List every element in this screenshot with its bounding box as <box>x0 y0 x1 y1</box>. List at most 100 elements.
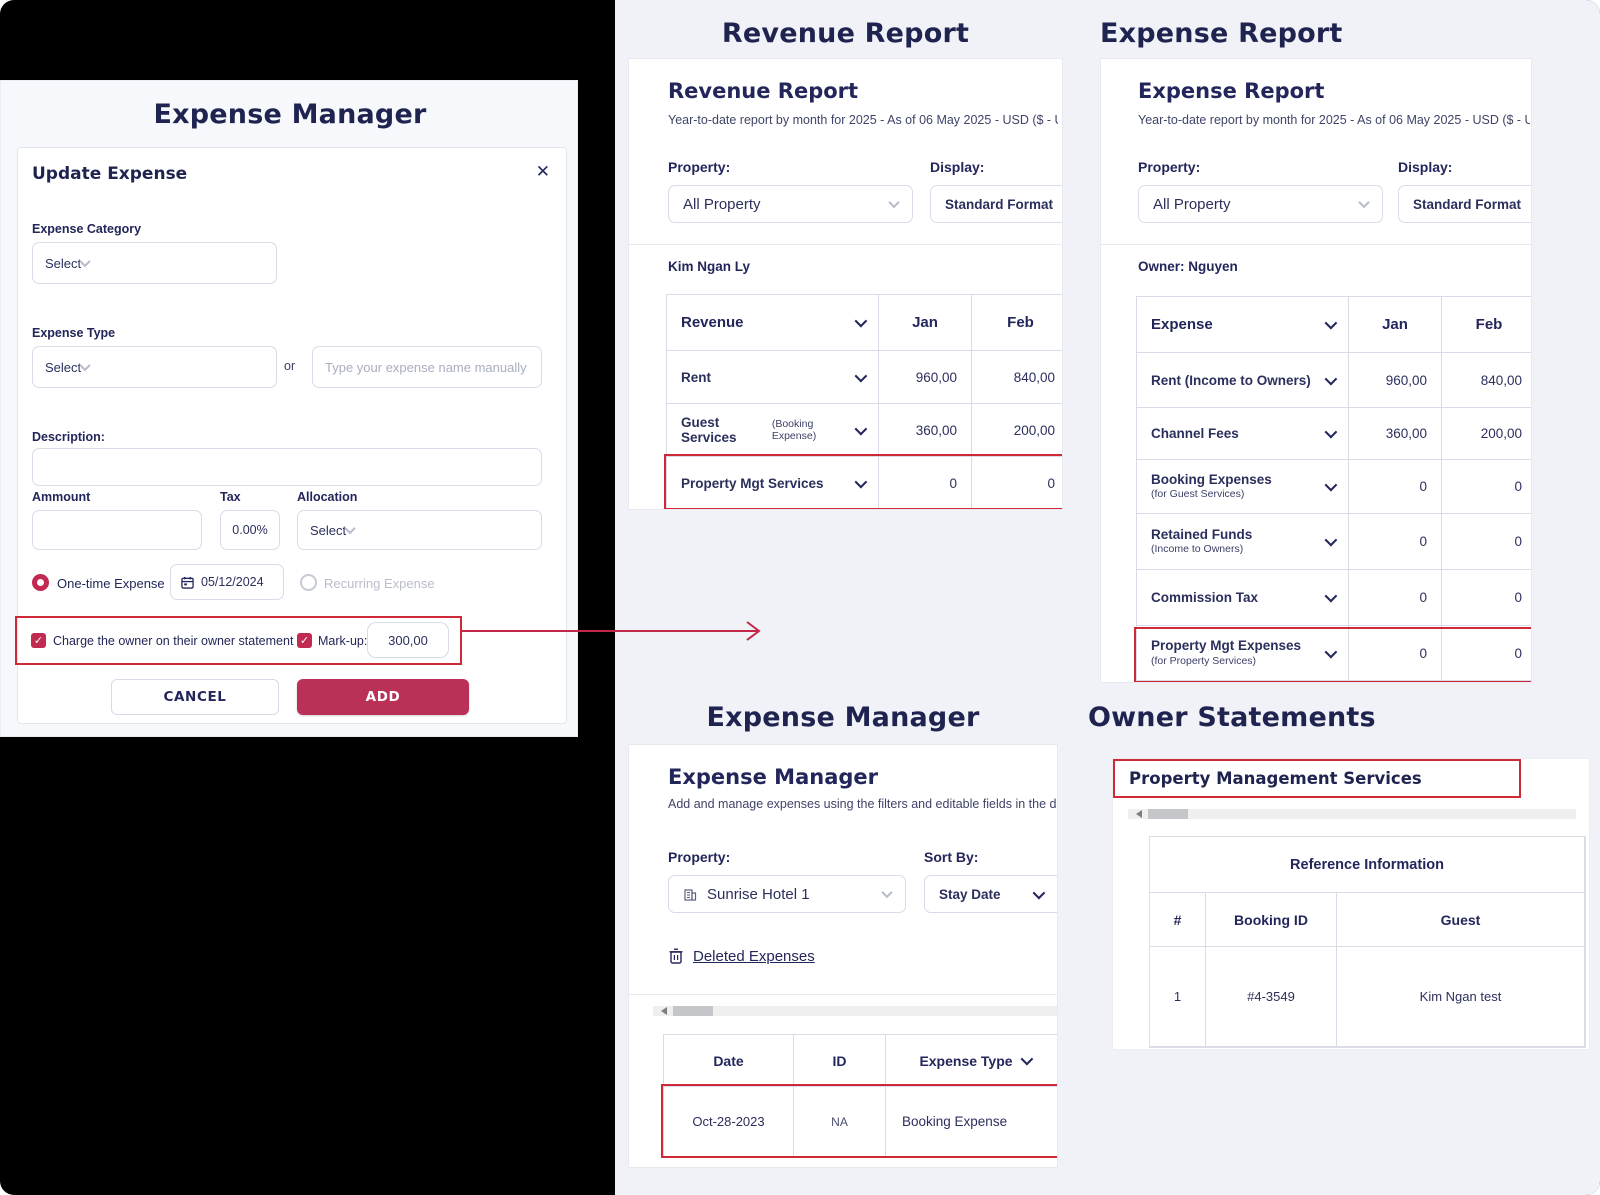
table-cell: 0 <box>1442 460 1531 514</box>
owner-statements-card: Property Management Services Reference I… <box>1112 758 1590 1050</box>
table-cell: 360,00 <box>879 404 972 457</box>
feb-column-header: Feb <box>1442 297 1531 353</box>
jan-column-header: Jan <box>1349 297 1442 353</box>
horizontal-scrollbar[interactable] <box>1128 809 1576 819</box>
left-panel-title: Expense Manager <box>153 99 427 130</box>
table-row-label[interactable]: Rent <box>667 351 879 404</box>
table-cell: 840,00 <box>1442 353 1531 408</box>
table-row-label[interactable]: Rent (Income to Owners) <box>1137 353 1349 408</box>
scrollbar-thumb[interactable] <box>1148 809 1188 819</box>
table-cell: Kim Ngan test <box>1337 947 1585 1047</box>
chevron-down-icon <box>79 255 91 268</box>
add-button[interactable]: ADD <box>297 679 469 715</box>
expense-type-value: Select <box>45 359 82 375</box>
expense-manager-card: Expense Manager Add and manage expenses … <box>628 744 1058 1168</box>
tax-input[interactable]: 0.00% <box>220 510 280 550</box>
recurring-expense-label: Recurring Expense <box>324 576 435 591</box>
property-value: Sunrise Hotel 1 <box>707 885 810 903</box>
expense-table: Expense Jan Feb Rent (Income to Owners) … <box>1136 296 1531 682</box>
property-select[interactable]: All Property <box>1138 185 1383 223</box>
chevron-down-icon <box>1324 533 1338 547</box>
arrow-right-icon <box>461 621 761 641</box>
sort-by-value: Stay Date <box>939 886 1001 902</box>
display-select[interactable]: Standard Format <box>930 185 1062 223</box>
table-cell: 0 <box>1442 570 1531 626</box>
chevron-down-icon <box>1020 1052 1033 1066</box>
allocation-select[interactable]: Select <box>297 510 542 550</box>
cancel-button[interactable]: CANCEL <box>111 679 279 715</box>
markup-checkbox[interactable] <box>297 633 312 648</box>
table-cell: 960,00 <box>1349 353 1442 408</box>
amount-input[interactable] <box>32 510 202 550</box>
display-select[interactable]: Standard Format <box>1398 185 1531 223</box>
revenue-table: Revenue Jan Feb Rent 960,00 840,00 Guest… <box>666 294 1062 509</box>
sort-by-label: Sort By: <box>924 849 979 865</box>
horizontal-scrollbar[interactable] <box>653 1006 1057 1016</box>
scroll-left-icon[interactable] <box>657 1007 667 1015</box>
trash-icon <box>669 948 683 964</box>
display-value: Standard Format <box>945 196 1054 212</box>
one-time-expense-radio[interactable] <box>32 574 49 591</box>
table-row-label[interactable]: Retained Funds (Income to Owners) <box>1137 514 1349 570</box>
expense-report-heading: Expense Report <box>1138 79 1325 103</box>
table-row-label[interactable]: Property Mgt Expenses (for Property Serv… <box>1137 626 1349 681</box>
chevron-down-icon <box>1324 645 1338 658</box>
chevron-down-icon <box>79 359 91 372</box>
feb-column-header: Feb <box>972 295 1062 351</box>
property-label: Property: <box>1138 159 1201 175</box>
expense-category-value: Select <box>45 255 82 271</box>
expense-category-select[interactable]: Select <box>32 242 277 284</box>
table-cell: 0 <box>972 457 1062 509</box>
owner-statements-page-title: Owner Statements <box>1088 702 1376 733</box>
chevron-down-icon <box>1032 886 1046 899</box>
left-panel: Expense Manager Update Expense ✕ Expense… <box>0 80 578 737</box>
table-cell: 0 <box>1349 570 1442 626</box>
property-select[interactable]: All Property <box>668 185 913 223</box>
chevron-down-icon <box>1324 316 1338 330</box>
deleted-expenses-link[interactable]: Deleted Expenses <box>668 947 815 965</box>
id-column-header[interactable]: ID <box>794 1035 886 1087</box>
pms-section-heading: Property Management Services <box>1129 769 1422 788</box>
divider <box>1101 244 1531 245</box>
display-value: Standard Format <box>1413 196 1522 212</box>
revenue-report-heading: Revenue Report <box>668 79 859 103</box>
chevron-down-icon <box>1324 589 1338 603</box>
table-cell: NA <box>794 1087 886 1157</box>
revenue-report-card: Revenue Report Year-to-date report by mo… <box>628 58 1063 510</box>
expense-report-card: Expense Report Year-to-date report by mo… <box>1100 58 1532 683</box>
table-row-label[interactable]: Property Mgt Services <box>667 457 879 509</box>
sort-by-select[interactable]: Stay Date <box>924 875 1057 913</box>
expense-type-column-header[interactable]: Expense Type <box>886 1035 1057 1087</box>
chevron-down-icon <box>1324 425 1338 439</box>
markup-value-input[interactable]: 300,00 <box>367 622 449 658</box>
table-cell: 200,00 <box>1442 408 1531 460</box>
description-label: Description: <box>32 430 105 444</box>
markup-label: Mark-up: <box>318 634 368 648</box>
expense-manager-page-title: Expense Manager <box>706 702 980 733</box>
table-row-label[interactable]: Commission Tax <box>1137 570 1349 626</box>
date-column-header[interactable]: Date <box>664 1035 794 1087</box>
property-select[interactable]: Sunrise Hotel 1 <box>668 875 906 913</box>
table-row-label[interactable]: Booking Expenses (for Guest Services) <box>1137 460 1349 514</box>
scrollbar-thumb[interactable] <box>673 1006 713 1016</box>
expense-column-header[interactable]: Expense <box>1137 297 1349 353</box>
table-row-label[interactable]: Guest Services (Booking Expense) <box>667 404 879 457</box>
manual-expense-name-input[interactable] <box>312 346 542 388</box>
charge-owner-checkbox[interactable] <box>31 633 46 648</box>
description-input[interactable] <box>32 448 542 486</box>
table-row-label[interactable]: Channel Fees <box>1137 408 1349 460</box>
expense-manager-subtitle: Add and manage expenses using the filter… <box>668 797 1056 811</box>
chevron-down-icon <box>854 475 868 488</box>
table-cell: #4-3549 <box>1206 947 1337 1047</box>
update-expense-modal: Update Expense ✕ Expense Category Select… <box>17 147 567 724</box>
table-cell: Oct-28-2023 <box>664 1087 794 1157</box>
scroll-left-icon[interactable] <box>1132 810 1142 818</box>
recurring-expense-radio[interactable] <box>300 574 317 591</box>
expense-manager-heading: Expense Manager <box>668 765 878 789</box>
expense-type-select[interactable]: Select <box>32 346 277 388</box>
building-icon <box>684 889 697 901</box>
revenue-column-header[interactable]: Revenue <box>667 295 879 351</box>
close-icon[interactable]: ✕ <box>535 162 550 182</box>
expense-date-input[interactable]: 05/12/2024 <box>170 564 284 600</box>
